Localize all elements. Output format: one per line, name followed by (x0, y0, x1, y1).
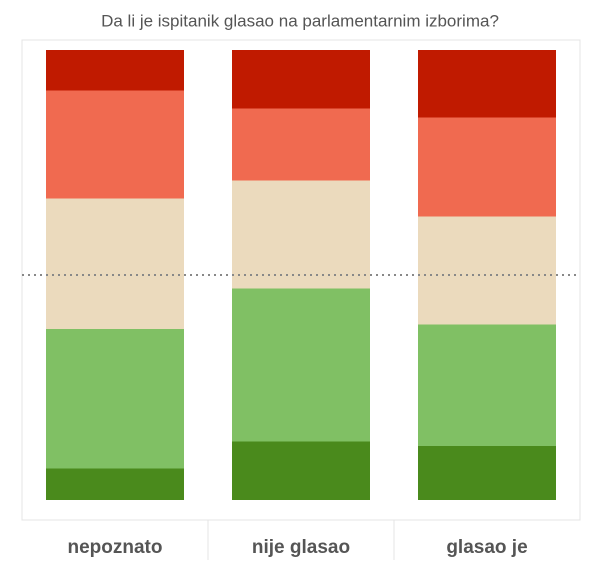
plot-frame (21, 39, 581, 521)
bar-segment (418, 446, 556, 500)
x-tick-label: nije glasao (252, 537, 350, 558)
bar-segment (232, 50, 370, 109)
bar-segment (46, 468, 184, 500)
bar-segment (418, 216, 556, 325)
chart-title: Da li je ispitanik glasao na parlamentar… (101, 11, 499, 30)
bar-segment (46, 198, 184, 329)
bar-segment (418, 50, 556, 118)
bar-segment (46, 90, 184, 199)
x-tick-label: glasao je (446, 537, 527, 558)
bar-segment (418, 324, 556, 446)
bar-segment (232, 288, 370, 442)
bar-segment (46, 50, 184, 91)
bar-segment (232, 441, 370, 500)
bar-segment (46, 329, 184, 469)
bar-segment (232, 108, 370, 181)
x-tick-label: nepoznato (68, 537, 163, 558)
bar-segment (232, 180, 370, 289)
bar-segment (418, 117, 556, 217)
